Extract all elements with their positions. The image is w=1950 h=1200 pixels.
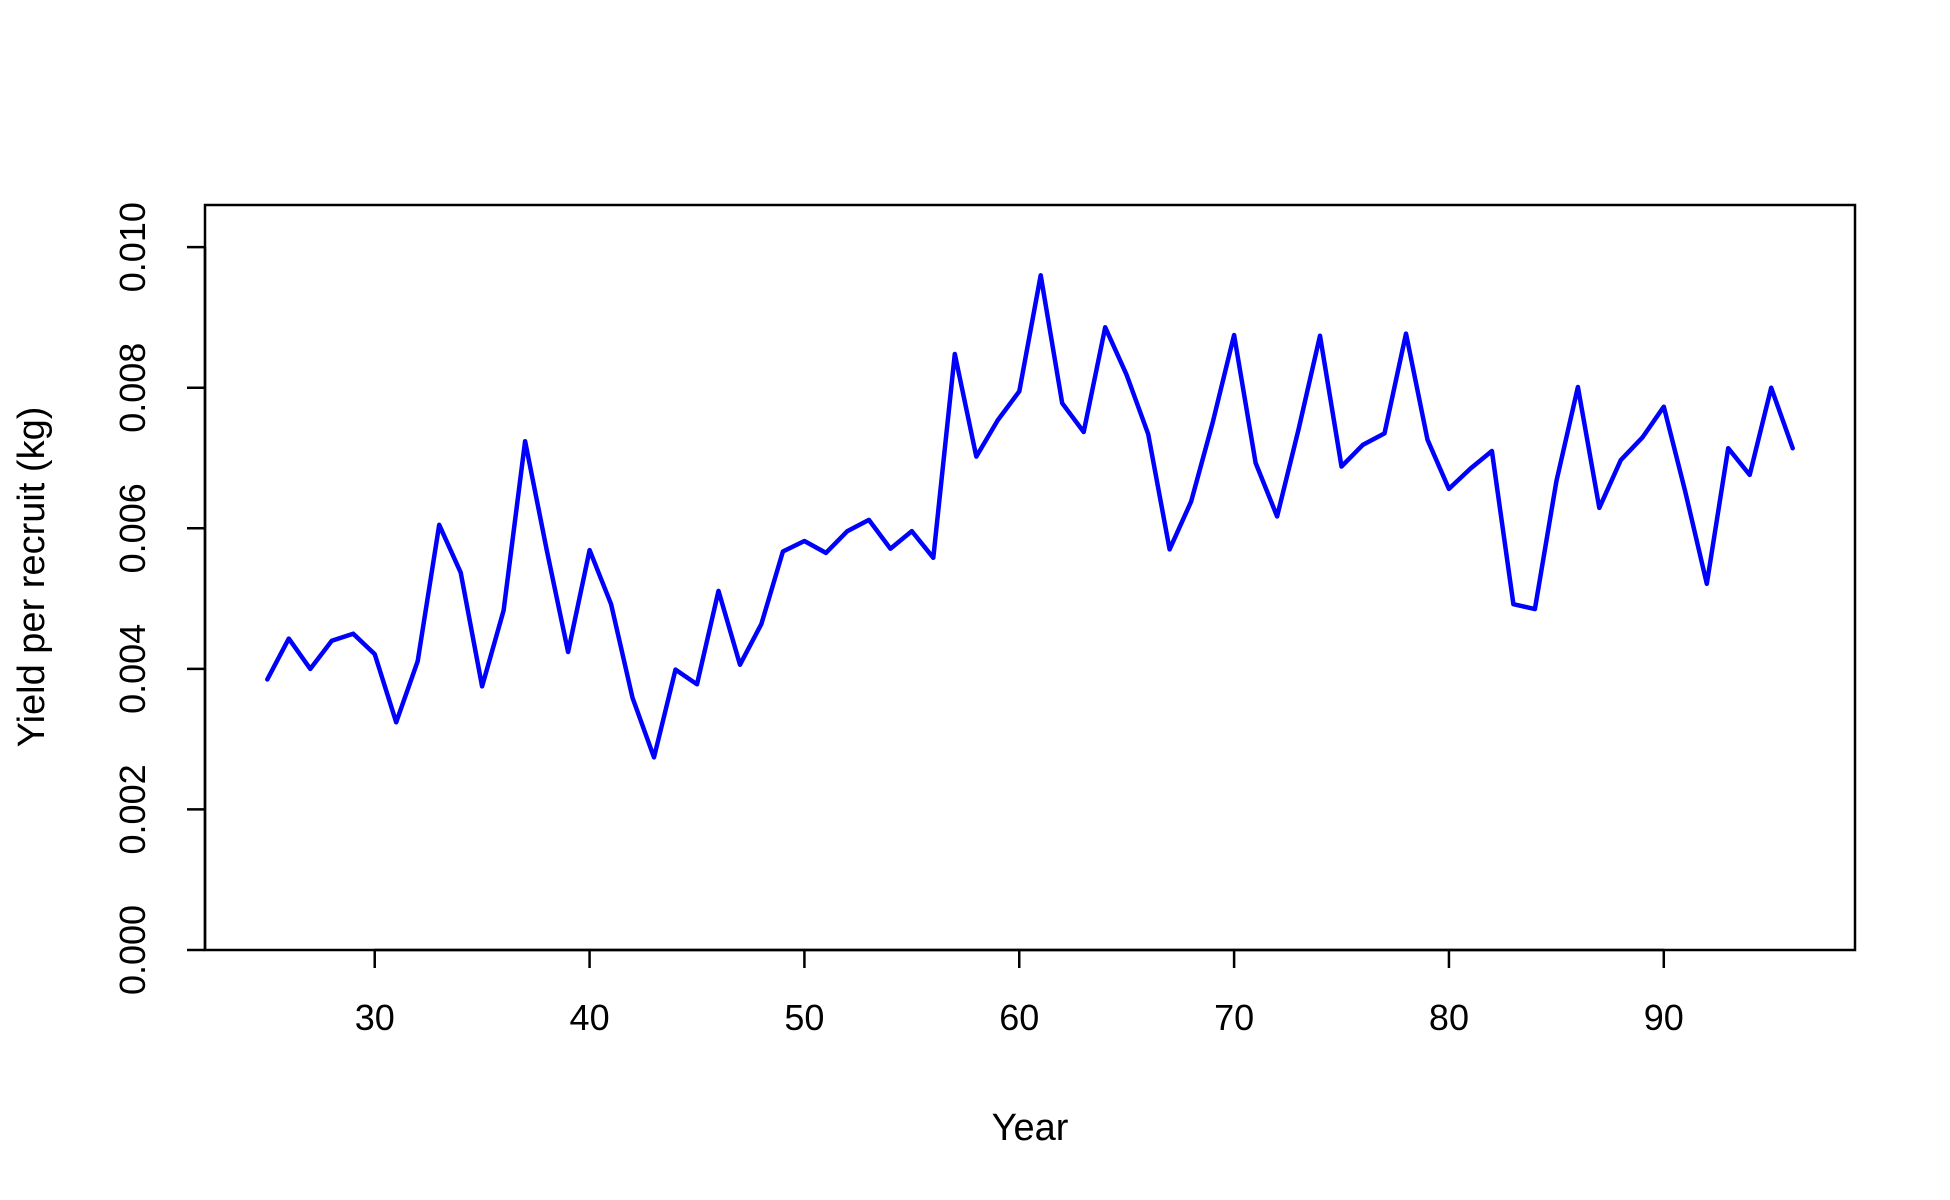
x-tick-label: 70 xyxy=(1214,997,1254,1038)
x-tick-label: 30 xyxy=(355,997,395,1038)
y-axis: 0.000 0.002 0.004 0.006 0.008 0.010 xyxy=(112,202,207,995)
y-tick-label: 0.002 xyxy=(112,764,153,854)
y-tick-label: 0.010 xyxy=(112,202,153,292)
x-tick-label: 40 xyxy=(570,997,610,1038)
x-tick-label: 60 xyxy=(999,997,1039,1038)
y-tick-label: 0.004 xyxy=(112,624,153,714)
y-tick-label: 0.000 xyxy=(112,905,153,995)
x-axis: 30 40 50 60 70 80 90 xyxy=(355,948,1684,1038)
series-line xyxy=(265,273,1795,760)
y-axis-title: Yield per recruit (kg) xyxy=(11,407,53,748)
y-tick-label: 0.008 xyxy=(112,343,153,433)
x-tick-label: 80 xyxy=(1429,997,1469,1038)
x-axis-title: Year xyxy=(992,1107,1069,1149)
plot-frame xyxy=(203,203,1857,952)
y-tick-label: 0.006 xyxy=(112,483,153,573)
x-tick-label: 90 xyxy=(1644,997,1684,1038)
x-tick-label: 50 xyxy=(784,997,824,1038)
